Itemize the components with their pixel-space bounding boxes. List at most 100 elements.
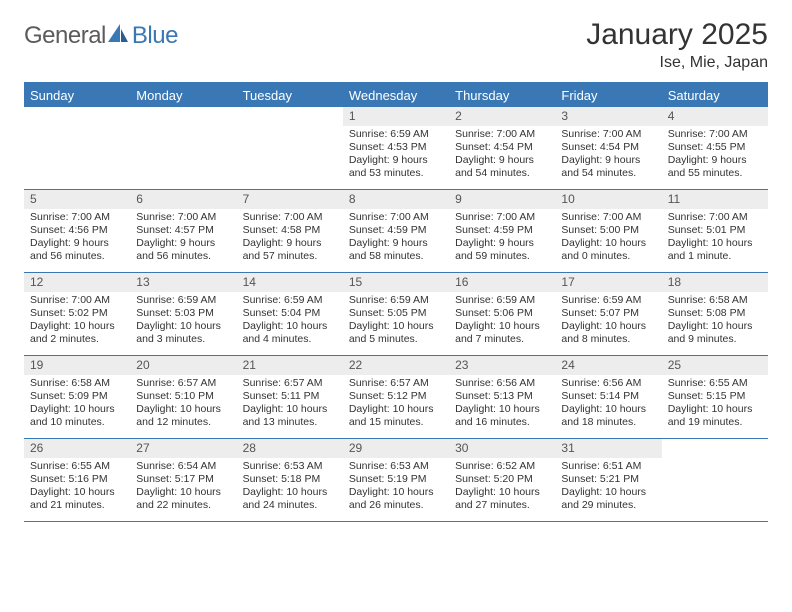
sunset-line: Sunset: 5:01 PM [668,224,762,237]
day-body: Sunrise: 6:57 AMSunset: 5:12 PMDaylight:… [343,375,449,434]
day-number: 29 [343,439,449,458]
day-cell [24,107,130,189]
day-number: 30 [449,439,555,458]
sunset-line: Sunset: 5:03 PM [136,307,230,320]
dow-cell: Saturday [662,84,768,107]
day-cell [237,107,343,189]
sunrise-line: Sunrise: 7:00 AM [668,128,762,141]
sunrise-line: Sunrise: 6:55 AM [668,377,762,390]
daylight-line: Daylight: 10 hours and 5 minutes. [349,320,443,346]
daylight-line: Daylight: 9 hours and 59 minutes. [455,237,549,263]
dow-cell: Tuesday [237,84,343,107]
daylight-line: Daylight: 10 hours and 0 minutes. [561,237,655,263]
sunrise-line: Sunrise: 6:53 AM [243,460,337,473]
day-cell [662,439,768,521]
week-row: 12Sunrise: 7:00 AMSunset: 5:02 PMDayligh… [24,273,768,356]
day-cell: 14Sunrise: 6:59 AMSunset: 5:04 PMDayligh… [237,273,343,355]
sunset-line: Sunset: 5:09 PM [30,390,124,403]
day-cell: 25Sunrise: 6:55 AMSunset: 5:15 PMDayligh… [662,356,768,438]
day-body: Sunrise: 6:58 AMSunset: 5:08 PMDaylight:… [662,292,768,351]
daylight-line: Daylight: 10 hours and 2 minutes. [30,320,124,346]
day-cell: 20Sunrise: 6:57 AMSunset: 5:10 PMDayligh… [130,356,236,438]
sunset-line: Sunset: 5:02 PM [30,307,124,320]
day-body: Sunrise: 6:57 AMSunset: 5:11 PMDaylight:… [237,375,343,434]
daylight-line: Daylight: 10 hours and 24 minutes. [243,486,337,512]
daylight-line: Daylight: 10 hours and 3 minutes. [136,320,230,346]
sunset-line: Sunset: 5:12 PM [349,390,443,403]
day-cell: 31Sunrise: 6:51 AMSunset: 5:21 PMDayligh… [555,439,661,521]
dow-cell: Wednesday [343,84,449,107]
daylight-line: Daylight: 10 hours and 9 minutes. [668,320,762,346]
sunrise-line: Sunrise: 6:57 AM [136,377,230,390]
sunset-line: Sunset: 5:07 PM [561,307,655,320]
day-body: Sunrise: 6:59 AMSunset: 5:03 PMDaylight:… [130,292,236,351]
day-body: Sunrise: 7:00 AMSunset: 4:54 PMDaylight:… [555,126,661,185]
sunset-line: Sunset: 4:55 PM [668,141,762,154]
daylight-line: Daylight: 10 hours and 15 minutes. [349,403,443,429]
dow-cell: Friday [555,84,661,107]
day-number: 17 [555,273,661,292]
day-number: 26 [24,439,130,458]
sunset-line: Sunset: 5:00 PM [561,224,655,237]
sunrise-line: Sunrise: 7:00 AM [455,128,549,141]
daylight-line: Daylight: 9 hours and 58 minutes. [349,237,443,263]
daylight-line: Daylight: 10 hours and 18 minutes. [561,403,655,429]
sunrise-line: Sunrise: 6:59 AM [136,294,230,307]
sunset-line: Sunset: 5:13 PM [455,390,549,403]
day-body: Sunrise: 7:00 AMSunset: 5:00 PMDaylight:… [555,209,661,268]
daylight-line: Daylight: 9 hours and 56 minutes. [136,237,230,263]
daylight-line: Daylight: 10 hours and 7 minutes. [455,320,549,346]
day-number: 9 [449,190,555,209]
day-body: Sunrise: 6:59 AMSunset: 5:07 PMDaylight:… [555,292,661,351]
day-cell: 29Sunrise: 6:53 AMSunset: 5:19 PMDayligh… [343,439,449,521]
location-subtitle: Ise, Mie, Japan [586,54,768,72]
day-cell: 9Sunrise: 7:00 AMSunset: 4:59 PMDaylight… [449,190,555,272]
day-number: 11 [662,190,768,209]
day-number: 15 [343,273,449,292]
day-body: Sunrise: 6:53 AMSunset: 5:18 PMDaylight:… [237,458,343,517]
week-row: 1Sunrise: 6:59 AMSunset: 4:53 PMDaylight… [24,107,768,190]
day-number: 20 [130,356,236,375]
sunset-line: Sunset: 5:20 PM [455,473,549,486]
day-number: 16 [449,273,555,292]
dow-cell: Thursday [449,84,555,107]
day-body: Sunrise: 6:59 AMSunset: 5:05 PMDaylight:… [343,292,449,351]
day-number: 3 [555,107,661,126]
day-number: 19 [24,356,130,375]
sunrise-line: Sunrise: 6:57 AM [349,377,443,390]
week-row: 19Sunrise: 6:58 AMSunset: 5:09 PMDayligh… [24,356,768,439]
day-number: 14 [237,273,343,292]
day-cell: 19Sunrise: 6:58 AMSunset: 5:09 PMDayligh… [24,356,130,438]
day-number: 24 [555,356,661,375]
daylight-line: Daylight: 10 hours and 16 minutes. [455,403,549,429]
brand-general: General [24,22,106,50]
day-body: Sunrise: 7:00 AMSunset: 4:58 PMDaylight:… [237,209,343,268]
day-body: Sunrise: 7:00 AMSunset: 4:55 PMDaylight:… [662,126,768,185]
day-number: 13 [130,273,236,292]
day-body: Sunrise: 6:59 AMSunset: 5:04 PMDaylight:… [237,292,343,351]
day-number: 1 [343,107,449,126]
sunset-line: Sunset: 5:21 PM [561,473,655,486]
brand-sail-icon [108,24,130,49]
day-number: 23 [449,356,555,375]
day-number: 28 [237,439,343,458]
sunset-line: Sunset: 5:10 PM [136,390,230,403]
day-body: Sunrise: 6:59 AMSunset: 4:53 PMDaylight:… [343,126,449,185]
sunrise-line: Sunrise: 7:00 AM [243,211,337,224]
day-cell: 26Sunrise: 6:55 AMSunset: 5:16 PMDayligh… [24,439,130,521]
day-body: Sunrise: 7:00 AMSunset: 4:59 PMDaylight:… [449,209,555,268]
day-number: 4 [662,107,768,126]
daylight-line: Daylight: 10 hours and 21 minutes. [30,486,124,512]
day-cell: 18Sunrise: 6:58 AMSunset: 5:08 PMDayligh… [662,273,768,355]
daylight-line: Daylight: 9 hours and 54 minutes. [561,154,655,180]
sunrise-line: Sunrise: 7:00 AM [136,211,230,224]
day-number: 31 [555,439,661,458]
sunrise-line: Sunrise: 6:56 AM [561,377,655,390]
day-cell: 24Sunrise: 6:56 AMSunset: 5:14 PMDayligh… [555,356,661,438]
day-cell [130,107,236,189]
sunrise-line: Sunrise: 6:54 AM [136,460,230,473]
sunrise-line: Sunrise: 6:55 AM [30,460,124,473]
daylight-line: Daylight: 10 hours and 8 minutes. [561,320,655,346]
sunset-line: Sunset: 5:19 PM [349,473,443,486]
sunset-line: Sunset: 4:57 PM [136,224,230,237]
